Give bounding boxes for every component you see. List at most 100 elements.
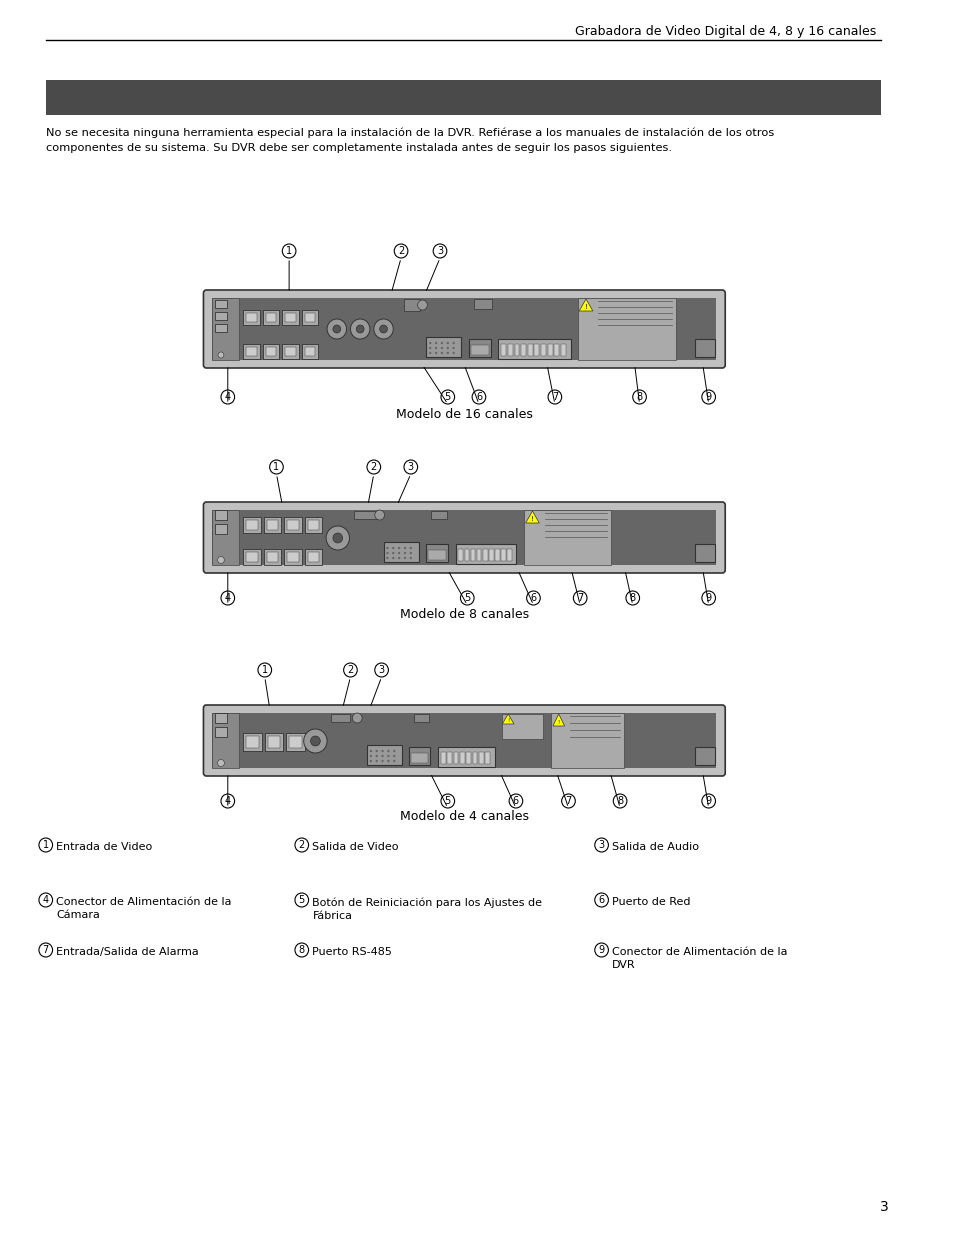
Bar: [307, 520, 319, 530]
Bar: [266, 347, 276, 356]
Bar: [695, 543, 714, 562]
Circle shape: [409, 547, 412, 550]
Bar: [307, 552, 319, 562]
Circle shape: [386, 557, 388, 559]
Bar: [301, 345, 318, 359]
Circle shape: [381, 750, 383, 752]
Text: !: !: [584, 304, 587, 310]
Bar: [476, 550, 481, 561]
Circle shape: [333, 325, 340, 333]
Text: Botón de Reiniciación para los Ajustes de
Fábrica: Botón de Reiniciación para los Ajustes d…: [313, 897, 542, 921]
Bar: [495, 550, 499, 561]
Text: !: !: [531, 516, 534, 522]
Circle shape: [397, 547, 400, 550]
Bar: [578, 298, 675, 359]
Text: 7: 7: [551, 391, 558, 403]
Circle shape: [370, 755, 372, 757]
Bar: [266, 312, 276, 322]
Circle shape: [370, 760, 372, 762]
Text: Modelo de 4 canales: Modelo de 4 canales: [399, 810, 528, 824]
Bar: [440, 752, 445, 764]
Bar: [471, 345, 488, 354]
Circle shape: [393, 750, 395, 752]
Text: Modelo de 8 canales: Modelo de 8 canales: [399, 609, 528, 621]
Text: 6: 6: [530, 593, 536, 603]
Bar: [212, 298, 716, 359]
Bar: [46, 80, 880, 115]
Bar: [478, 752, 483, 764]
Bar: [437, 747, 494, 767]
Text: 8: 8: [298, 945, 305, 955]
Circle shape: [375, 755, 377, 757]
Text: Salida de Video: Salida de Video: [313, 842, 398, 852]
Bar: [470, 550, 475, 561]
Bar: [243, 345, 259, 359]
Text: !: !: [558, 720, 559, 725]
Bar: [447, 752, 452, 764]
Bar: [464, 550, 469, 561]
Circle shape: [350, 319, 370, 338]
Bar: [506, 550, 511, 561]
Bar: [409, 747, 430, 764]
Bar: [212, 298, 239, 359]
Bar: [267, 520, 278, 530]
Circle shape: [392, 557, 394, 559]
Text: Salida de Audio: Salida de Audio: [612, 842, 699, 852]
Circle shape: [387, 760, 389, 762]
Bar: [246, 552, 257, 562]
Bar: [246, 312, 256, 322]
Bar: [459, 752, 464, 764]
Circle shape: [446, 347, 449, 350]
Bar: [282, 345, 298, 359]
Circle shape: [217, 557, 224, 563]
Bar: [560, 345, 565, 356]
Polygon shape: [525, 511, 538, 522]
Bar: [485, 752, 490, 764]
Circle shape: [392, 547, 394, 550]
Bar: [695, 747, 714, 764]
Bar: [354, 511, 378, 519]
Text: 6: 6: [598, 895, 604, 905]
Text: 5: 5: [464, 593, 470, 603]
Circle shape: [452, 352, 455, 354]
Circle shape: [393, 755, 395, 757]
Bar: [411, 753, 428, 763]
Bar: [458, 550, 463, 561]
Circle shape: [429, 347, 431, 350]
Circle shape: [452, 342, 455, 345]
Circle shape: [381, 760, 383, 762]
Bar: [267, 552, 278, 562]
Bar: [331, 714, 350, 722]
Text: 1: 1: [274, 462, 279, 472]
Circle shape: [429, 342, 431, 345]
Bar: [469, 338, 490, 357]
Circle shape: [403, 557, 406, 559]
Text: 3: 3: [436, 246, 442, 256]
Bar: [520, 345, 525, 356]
Bar: [431, 511, 446, 519]
Bar: [215, 713, 227, 722]
Bar: [554, 345, 558, 356]
Text: Modelo de 16 canales: Modelo de 16 canales: [395, 409, 532, 421]
Bar: [304, 347, 315, 356]
Text: Entrada/Salida de Alarma: Entrada/Salida de Alarma: [56, 947, 199, 957]
Text: Puerto RS-485: Puerto RS-485: [313, 947, 392, 957]
Bar: [212, 510, 239, 564]
Bar: [304, 312, 315, 322]
Bar: [215, 312, 227, 320]
Text: 4: 4: [225, 593, 231, 603]
Text: 8: 8: [617, 797, 622, 806]
Text: Entrada de Video: Entrada de Video: [56, 842, 152, 852]
Circle shape: [435, 347, 436, 350]
Text: 4: 4: [225, 391, 231, 403]
Circle shape: [435, 352, 436, 354]
Bar: [285, 312, 295, 322]
Bar: [215, 324, 227, 332]
Circle shape: [440, 342, 442, 345]
Circle shape: [435, 342, 436, 345]
Bar: [215, 727, 227, 737]
FancyBboxPatch shape: [203, 501, 724, 573]
Bar: [428, 550, 445, 559]
Bar: [289, 736, 301, 748]
Circle shape: [403, 552, 406, 555]
